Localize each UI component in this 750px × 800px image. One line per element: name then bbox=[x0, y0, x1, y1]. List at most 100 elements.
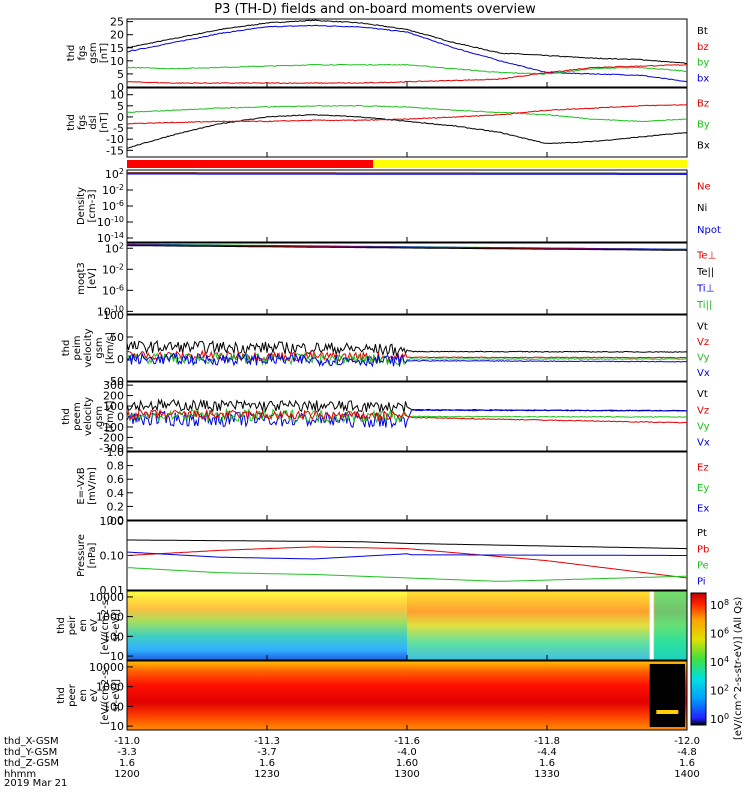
y-tick-label: 0 bbox=[117, 353, 124, 366]
legend-entry: Bt bbox=[697, 26, 708, 37]
y-tick-label: -100 bbox=[99, 421, 124, 434]
series-line-bz bbox=[126, 64, 687, 85]
y-tick-label: -50 bbox=[106, 375, 124, 388]
legend-entry: By bbox=[697, 120, 710, 131]
y-tick-label: 5 bbox=[117, 100, 124, 113]
series-line-Vt bbox=[126, 339, 688, 357]
y-axis-label: thdpeimvelocitygsm[km/s] bbox=[61, 328, 116, 367]
footer-value: -11.6 bbox=[394, 736, 420, 747]
y-tick-label: 10 bbox=[110, 720, 124, 733]
legend-entry: Ti|| bbox=[696, 300, 712, 311]
y-tick-label: 1.0 bbox=[107, 446, 125, 459]
y-tick-label: 102 bbox=[105, 167, 124, 181]
footer-value: 1.60 bbox=[396, 758, 418, 769]
y-tick-label: 0.01 bbox=[100, 584, 125, 597]
colorbar-tick: 108 bbox=[710, 598, 729, 612]
footer-value: -11.0 bbox=[114, 736, 140, 747]
y-tick-label: 50 bbox=[110, 331, 124, 344]
footer-value: -11.3 bbox=[254, 736, 280, 747]
footer-value: -4.0 bbox=[397, 747, 417, 758]
spectrogram-fill bbox=[407, 591, 687, 660]
series-line-Pb bbox=[126, 546, 688, 579]
series-line-Bx bbox=[126, 114, 688, 149]
panel-frame bbox=[126, 87, 688, 158]
y-tick-label: 1000 bbox=[96, 681, 124, 694]
y-tick-label: 300 bbox=[103, 379, 124, 392]
legend-entry: Vy bbox=[697, 421, 710, 432]
panel-temp: 102 10-2 10-6 10-10 moqt3[eV] Te⊥ Te|| Ti⊥ Ti|| bbox=[76, 241, 716, 318]
y-tick-label: 200 bbox=[103, 390, 124, 403]
y-tick-label: 100 bbox=[103, 400, 124, 413]
colorbar bbox=[690, 592, 707, 726]
panel-frame bbox=[126, 169, 688, 243]
y-tick-label: 0.10 bbox=[100, 550, 125, 563]
y-tick-label: 10-2 bbox=[102, 183, 124, 197]
spectrogram-marker bbox=[656, 710, 679, 714]
colorbar-label: [eV/(cm^2-s-str-eV)] (All Qs) bbox=[733, 597, 744, 740]
legend-entry: Ez bbox=[697, 462, 709, 473]
y-tick-label: 0.2 bbox=[107, 500, 125, 513]
colorbar-tick: 104 bbox=[710, 655, 729, 669]
y-tick-label: 100 bbox=[103, 630, 124, 643]
series-line-Pt bbox=[127, 539, 687, 550]
series-line-bx bbox=[126, 24, 688, 83]
footer-value: 1230 bbox=[254, 769, 279, 780]
y-tick-label: 100 bbox=[103, 309, 124, 322]
y-tick-label: 10-10 bbox=[97, 215, 124, 229]
footer-value: -4.8 bbox=[677, 747, 697, 758]
series-line-Vx bbox=[126, 409, 688, 429]
spectrogram-fill bbox=[127, 591, 407, 660]
legend-entry: Vy bbox=[697, 352, 710, 363]
y-tick-label: 20 bbox=[110, 29, 124, 42]
footer-value: 1.6 bbox=[679, 758, 695, 769]
y-tick-label: 1.00 bbox=[100, 515, 125, 528]
y-tick-label: 102 bbox=[105, 241, 124, 255]
y-tick-label: 5 bbox=[117, 68, 124, 81]
y-tick-label: -300 bbox=[99, 442, 124, 455]
colorbar-tick: 100 bbox=[710, 712, 729, 726]
footer-value: -11.8 bbox=[534, 736, 560, 747]
y-tick-label: 0 bbox=[117, 411, 124, 424]
legend-entry: Te|| bbox=[696, 267, 714, 278]
y-axis-label: thdpeereneV[eV/(cm2-s-sr-eV)] bbox=[56, 666, 122, 725]
colorbar-ticks: 108 106 104 102 100 bbox=[710, 598, 729, 726]
legend-entry: Bz bbox=[697, 99, 709, 110]
y-tick-label: 10 bbox=[110, 89, 124, 102]
spectrogram-fill bbox=[127, 661, 687, 730]
mode-bar-fast bbox=[373, 160, 687, 168]
footer-row-name: hhmm bbox=[4, 769, 36, 780]
legend-entry: Ne bbox=[697, 181, 711, 192]
footer-value: 1200 bbox=[114, 769, 139, 780]
y-tick-label: 100 bbox=[103, 700, 124, 713]
footer-value: 1.6 bbox=[119, 758, 135, 769]
y-axis-label: E=-VxB[mV/m] bbox=[76, 467, 98, 505]
y-tick-label: 10-6 bbox=[102, 199, 124, 213]
y-axis-label: Density[cm-3] bbox=[76, 187, 98, 225]
y-tick-label: 25 bbox=[110, 16, 124, 29]
y-tick-label: 10 bbox=[110, 55, 124, 68]
legend-entry: Ey bbox=[697, 483, 709, 494]
y-tick-label: 10-14 bbox=[97, 231, 124, 245]
legend-entry: Te⊥ bbox=[696, 251, 716, 262]
spectrogram-tail bbox=[654, 591, 687, 660]
footer-row-name: thd_Y-GSM bbox=[4, 747, 57, 758]
footer-value: -3.7 bbox=[257, 747, 277, 758]
legend-entry: Pe bbox=[697, 560, 709, 571]
series-line-Vz bbox=[126, 408, 688, 424]
footer-row-name: thd_X-GSM bbox=[4, 736, 59, 747]
y-axis-label: thdpeemvelocitygsm[km/s] bbox=[61, 397, 116, 436]
y-axis-label: thdfgsgsm[nT] bbox=[66, 42, 110, 63]
colorbar-tick: 106 bbox=[710, 627, 729, 641]
series-line-Pi bbox=[126, 551, 687, 560]
series-line-By bbox=[126, 104, 688, 123]
legend-entry: Pt bbox=[697, 528, 707, 539]
footer-value: -12.0 bbox=[674, 736, 700, 747]
footer-value: 1300 bbox=[394, 769, 419, 780]
panel-peim-vel: 100 50 0 -50 thdpeimvelocitygsm[km/s] Vt Vz Vy V… bbox=[61, 309, 710, 388]
footer-value: -4.4 bbox=[537, 747, 557, 758]
